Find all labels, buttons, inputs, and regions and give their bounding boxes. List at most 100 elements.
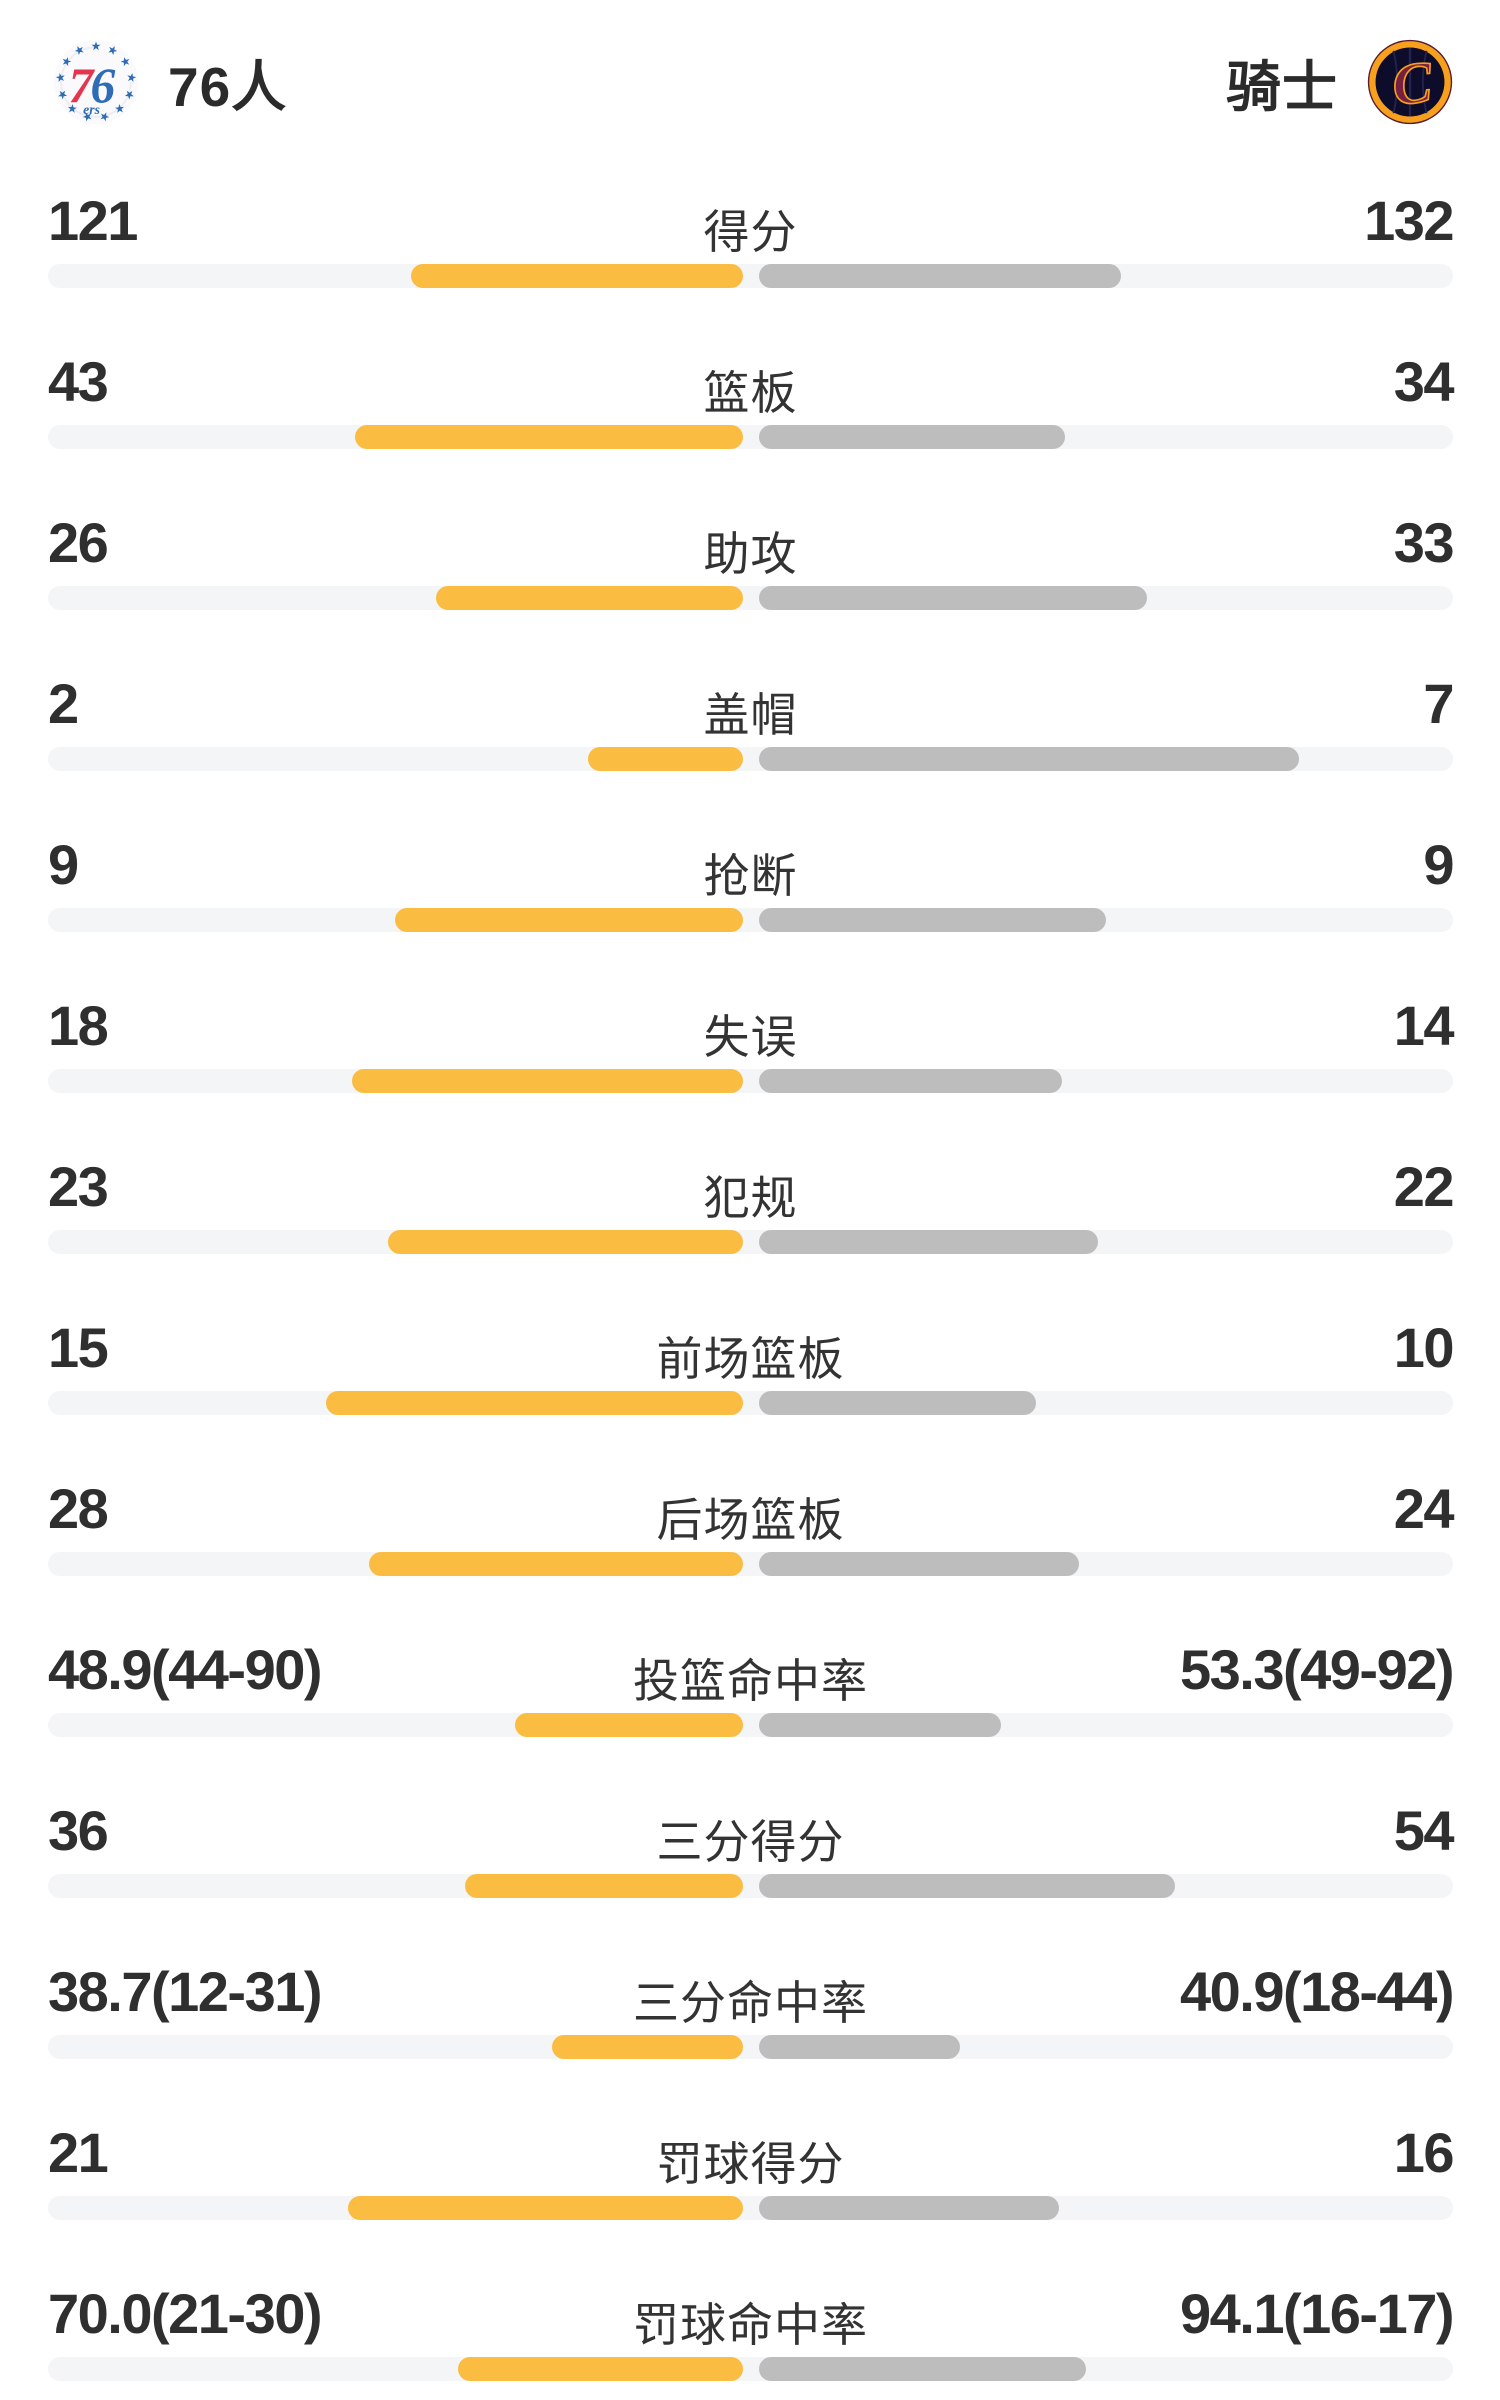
svg-text:C: C <box>1389 49 1436 118</box>
stat-row: 38.7(12-31) 三分命中率 40.9(18-44) <box>48 1959 1455 2059</box>
stat-line: 18 失误 14 <box>48 993 1455 1063</box>
home-bar <box>348 2196 743 2220</box>
away-value: 24 <box>1393 1477 1455 1540</box>
stat-bar-track <box>48 586 1453 610</box>
stat-row: 26 助攻 33 <box>48 510 1455 610</box>
home-bar <box>368 1552 743 1576</box>
home-bar <box>395 908 743 932</box>
stat-row: 18 失误 14 <box>48 993 1455 1093</box>
cleveland-cavaliers-logo-icon: C <box>1367 39 1453 125</box>
stat-bar-track <box>48 747 1453 771</box>
stat-line: 28 后场篮板 24 <box>48 1476 1455 1546</box>
stat-row: 36 三分得分 54 <box>48 1798 1455 1898</box>
home-value: 26 <box>48 511 109 574</box>
home-bar <box>457 2357 743 2381</box>
stat-bar-track <box>48 1391 1453 1415</box>
away-bar <box>758 1552 1080 1576</box>
team-header: 7 6 ers 76人 骑士 C <box>0 0 1500 126</box>
stat-row: 9 抢断 9 <box>48 832 1454 932</box>
stat-line: 36 三分得分 54 <box>48 1798 1455 1868</box>
stat-line: 21 罚球得分 16 <box>48 2120 1455 2190</box>
stat-row: 121 得分 132 <box>48 188 1454 288</box>
away-value: 132 <box>1364 189 1454 252</box>
stat-line: 48.9(44-90) 投篮命中率 53.3(49-92) <box>48 1637 1455 1707</box>
home-value: 15 <box>48 1316 109 1379</box>
home-value: 2 <box>48 672 79 735</box>
stat-label: 篮板 <box>703 367 798 419</box>
away-team[interactable]: 骑士 C <box>1226 38 1454 126</box>
stat-bar-track <box>48 2357 1453 2381</box>
svg-text:6: 6 <box>91 58 116 113</box>
away-bar <box>758 586 1147 610</box>
stat-row: 43 篮板 34 <box>48 349 1455 449</box>
philadelphia-76ers-logo-icon: 7 6 ers <box>53 39 139 125</box>
stat-row: 28 后场篮板 24 <box>48 1476 1455 1576</box>
away-value: 33 <box>1393 511 1455 574</box>
home-value: 121 <box>48 189 138 252</box>
stat-label: 犯规 <box>703 1172 798 1224</box>
stat-label: 抢断 <box>703 850 798 902</box>
stat-line: 2 盖帽 7 <box>48 671 1454 741</box>
away-bar <box>758 1069 1062 1093</box>
svg-text:7: 7 <box>69 58 96 113</box>
away-bar <box>758 1391 1037 1415</box>
stat-bar-track <box>48 2196 1453 2220</box>
stat-bar-track <box>48 2035 1453 2059</box>
stat-bar-track <box>48 1230 1453 1254</box>
stat-bar-track <box>48 425 1453 449</box>
home-value: 48.9(44-90) <box>48 1638 323 1701</box>
away-bar <box>758 1230 1099 1254</box>
stat-label: 助攻 <box>703 528 798 580</box>
stat-label: 得分 <box>703 206 798 258</box>
stat-label: 投篮命中率 <box>633 1655 868 1707</box>
stat-bar-track <box>48 908 1453 932</box>
stat-row: 2 盖帽 7 <box>48 671 1454 771</box>
home-team-name: 76人 <box>168 56 288 118</box>
away-value: 40.9(18-44) <box>1179 1960 1455 2023</box>
away-bar <box>758 1713 1001 1737</box>
stat-line: 9 抢断 9 <box>48 832 1454 902</box>
stat-row: 21 罚球得分 16 <box>48 2120 1455 2220</box>
home-value: 9 <box>48 833 79 896</box>
away-bar <box>758 2035 960 2059</box>
stat-label: 三分命中率 <box>633 1977 868 2029</box>
home-value: 38.7(12-31) <box>48 1960 323 2023</box>
stat-label: 罚球得分 <box>656 2138 845 2190</box>
stat-bar-track <box>48 1713 1453 1737</box>
home-bar <box>514 1713 743 1737</box>
stat-label: 罚球命中率 <box>633 2299 868 2351</box>
stats-list: 121 得分 132 43 篮板 34 26 助攻 <box>0 126 1500 2381</box>
home-bar <box>464 1874 743 1898</box>
away-value: 34 <box>1393 350 1455 413</box>
away-value: 94.1(16-17) <box>1179 2282 1455 2345</box>
home-team[interactable]: 7 6 ers 76人 <box>52 38 287 126</box>
away-team-name: 骑士 <box>1225 56 1338 118</box>
stat-line: 38.7(12-31) 三分命中率 40.9(18-44) <box>48 1959 1455 2029</box>
away-value: 53.3(49-92) <box>1179 1638 1455 1701</box>
home-value: 23 <box>48 1155 109 1218</box>
away-bar <box>758 2357 1086 2381</box>
home-bar <box>325 1391 743 1415</box>
stat-bar-track <box>48 1552 1453 1576</box>
stat-bar-track <box>48 1069 1453 1093</box>
away-bar <box>758 264 1122 288</box>
away-value: 10 <box>1393 1316 1455 1379</box>
home-bar <box>436 586 743 610</box>
home-value: 21 <box>48 2121 109 2184</box>
stat-row: 48.9(44-90) 投篮命中率 53.3(49-92) <box>48 1637 1455 1737</box>
stat-label: 后场篮板 <box>656 1494 845 1546</box>
home-bar <box>351 1069 743 1093</box>
stat-line: 70.0(21-30) 罚球命中率 94.1(16-17) <box>48 2281 1455 2351</box>
stat-bar-track <box>48 264 1453 288</box>
stat-line: 121 得分 132 <box>48 188 1454 258</box>
stat-row: 23 犯规 22 <box>48 1154 1455 1254</box>
home-bar <box>354 425 743 449</box>
stat-label: 盖帽 <box>703 689 798 741</box>
away-bar <box>758 908 1106 932</box>
away-value: 22 <box>1393 1155 1455 1218</box>
away-value: 7 <box>1423 672 1454 735</box>
home-value: 18 <box>48 994 109 1057</box>
stat-line: 23 犯规 22 <box>48 1154 1455 1224</box>
stat-bar-track <box>48 1874 1453 1898</box>
